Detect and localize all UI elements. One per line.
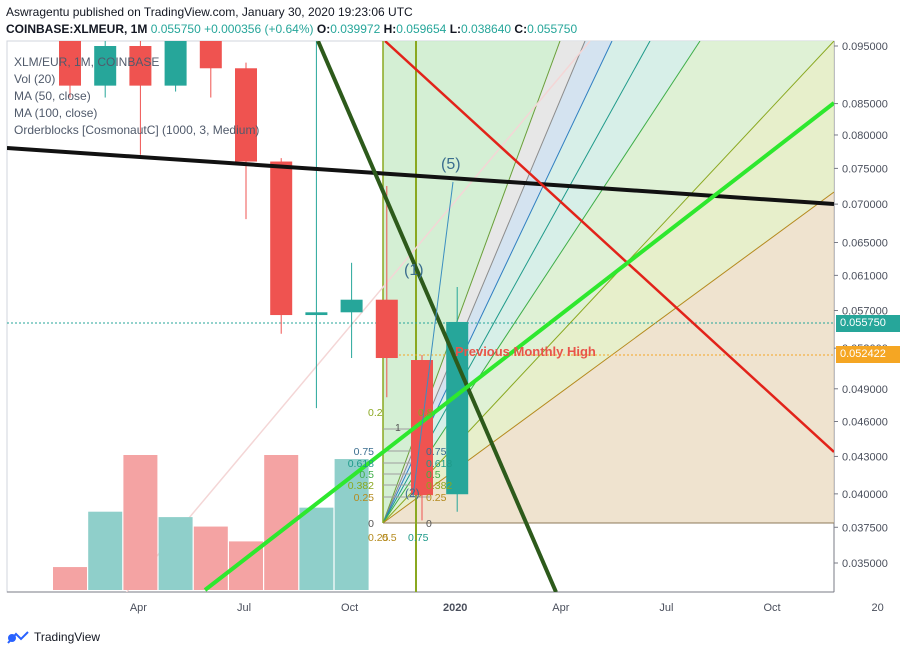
- time-tick-label: Jul: [237, 602, 251, 614]
- faint-diagonal: [125, 41, 591, 592]
- candle-body[interactable]: [270, 161, 293, 316]
- price-tick-label: 0.065000: [842, 237, 888, 249]
- candle-body[interactable]: [305, 312, 328, 316]
- pmh-price-label: 0.052422: [836, 346, 900, 363]
- volume-bar: [88, 511, 123, 590]
- symbol-label: COINBASE:XLMEUR, 1M: [6, 22, 148, 36]
- fib-bottom-label: 0.75: [408, 532, 429, 544]
- high-label: H:: [383, 22, 397, 36]
- price-tick-label: 0.080000: [842, 130, 888, 142]
- low-value: 0.038640: [461, 22, 512, 36]
- fib-left-label: 0.618: [348, 458, 374, 470]
- fib-top-label: 1: [395, 422, 401, 434]
- darkgreen-trendline[interactable]: [316, 41, 558, 592]
- fib-top-label: 0.8: [418, 407, 433, 419]
- fib-right-label: 0.75: [426, 446, 447, 458]
- time-tick-label: Oct: [341, 602, 358, 614]
- tradingview-logo-icon: [7, 631, 29, 644]
- price-tick-label: 0.035000: [842, 558, 888, 570]
- wave-1-label: (1): [404, 262, 424, 279]
- candle-body[interactable]: [340, 299, 363, 313]
- red-trendline[interactable]: [384, 41, 834, 453]
- last-price: 0.055750: [150, 22, 201, 36]
- price-tick-label: 0.070000: [842, 199, 888, 211]
- wave-path: [412, 181, 454, 498]
- volume-bars: [53, 455, 369, 590]
- price-tick-label: 0.085000: [842, 99, 888, 111]
- trendlines: [7, 41, 834, 592]
- previous-monthly-high-note: Previous Monthly High: [455, 344, 596, 359]
- price-tick-label: 0.057000: [842, 305, 888, 317]
- fib-right-label: 0.25: [426, 492, 447, 504]
- candle-body[interactable]: [129, 46, 152, 86]
- time-tick-label: Apr: [130, 602, 147, 614]
- fib-left-label: 0.25: [354, 492, 375, 504]
- price-tick-label: 0.037500: [842, 522, 888, 534]
- fib-labels: 0.750.6180.50.3820.2500.750.6180.50.3820…: [348, 407, 453, 544]
- legend-item-volume[interactable]: Vol (20): [14, 72, 56, 86]
- fan-line: [382, 41, 701, 524]
- open-label: O:: [316, 22, 331, 36]
- footer: TradingView: [6, 630, 100, 644]
- publish-info: Aswragentu published on TradingView.com,…: [6, 5, 413, 19]
- black-trendline[interactable]: [7, 146, 834, 206]
- price-tick-label: 0.095000: [842, 41, 888, 53]
- volume-bar: [334, 459, 369, 590]
- price-tick-label: 0.043000: [842, 451, 888, 463]
- high-value: 0.059654: [396, 22, 447, 36]
- candle-body[interactable]: [59, 41, 81, 86]
- legend-item-ma50[interactable]: MA (50, close): [14, 89, 91, 103]
- fib-right-label: 0: [426, 518, 432, 530]
- candle-body[interactable]: [375, 299, 398, 359]
- legend-item-orderblocks[interactable]: Orderblocks [CosmonautC] (1000, 3, Mediu…: [14, 123, 260, 137]
- price-tick-label: 0.075000: [842, 163, 888, 175]
- fib-bottom-label: 0.25: [368, 532, 389, 544]
- fib-right-label: 0.618: [426, 458, 452, 470]
- candle-body[interactable]: [94, 46, 117, 86]
- low-label: L:: [449, 22, 462, 36]
- footer-brand[interactable]: TradingView: [34, 630, 101, 644]
- candle-body[interactable]: [235, 68, 257, 162]
- time-tick-label: 2020: [443, 602, 467, 614]
- time-tick-label: Jul: [659, 602, 673, 614]
- volume-bar: [193, 526, 228, 590]
- close-value: 0.055750: [527, 22, 578, 36]
- lime-trendline[interactable]: [203, 101, 834, 592]
- fib-left-label: 0: [368, 518, 374, 530]
- price-tick-label: 0.049000: [842, 384, 888, 396]
- volume-bar: [53, 567, 87, 590]
- time-tick-label: 20: [871, 602, 883, 614]
- fib-right-label: 0.5: [426, 469, 441, 481]
- ohlc-header: COINBASE:XLMEUR, 1M 0.055750 +0.000356 (…: [6, 22, 577, 36]
- fib-left-label: 0.75: [354, 446, 375, 458]
- legend-item-symbol[interactable]: XLM/EUR, 1M, COINBASE: [14, 55, 160, 69]
- volume-bar: [158, 517, 193, 590]
- open-value: 0.039972: [330, 22, 381, 36]
- time-tick-label: Apr: [552, 602, 569, 614]
- fib-bottom-label: 0.5: [382, 532, 397, 544]
- wave-2-label: (2): [405, 486, 420, 500]
- indicator-legend: XLM/EUR, 1M, COINBASE Vol (20) MA (50, c…: [14, 54, 259, 139]
- fib-left-label: 0.5: [359, 469, 374, 481]
- candle-body[interactable]: [446, 321, 469, 495]
- current-price-label: 0.055750: [836, 315, 900, 332]
- fib-left-label: 0.382: [348, 480, 374, 492]
- legend-item-ma100[interactable]: MA (100, close): [14, 106, 98, 120]
- time-axis[interactable]: Apr Jul Oct 2020 Apr Jul Oct 20: [130, 602, 884, 614]
- price-tick-label: 0.061000: [842, 270, 888, 282]
- fib-top-label: 0.2: [368, 407, 383, 419]
- candle-body[interactable]: [164, 30, 187, 86]
- price-tick-label: 0.040000: [842, 489, 888, 501]
- price-tick-label: 0.046000: [842, 416, 888, 428]
- price-change: +0.000356 (+0.64%): [204, 22, 314, 36]
- volume-bar: [123, 455, 158, 590]
- volume-bar: [299, 507, 334, 590]
- price-axis[interactable]: 0.095000 0.085000 0.080000 0.075000 0.070000…: [834, 41, 888, 570]
- wave-5-label: (5): [441, 156, 461, 173]
- fib-right-label: 0.382: [426, 480, 452, 492]
- candle-body[interactable]: [199, 27, 222, 69]
- close-label: C:: [514, 22, 528, 36]
- time-tick-label: Oct: [763, 602, 780, 614]
